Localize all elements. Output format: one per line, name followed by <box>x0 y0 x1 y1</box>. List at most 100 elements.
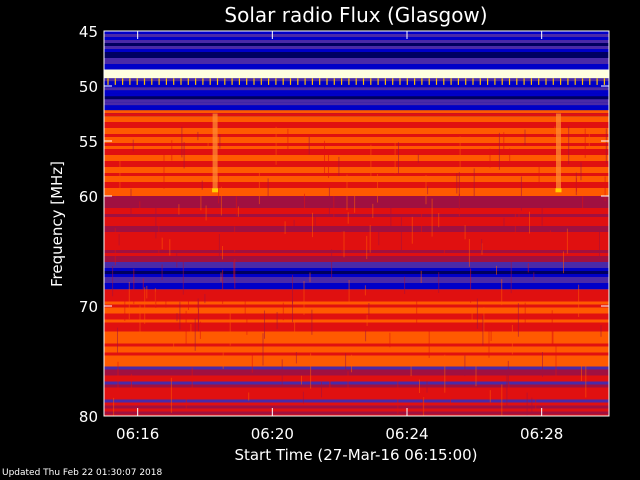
spectrogram-row <box>104 280 609 283</box>
spectrogram-row <box>104 43 609 46</box>
spectrogram-row <box>104 274 609 277</box>
spectrogram-row <box>104 128 609 131</box>
spectrogram-row <box>104 346 609 350</box>
spectrogram-row <box>104 143 609 146</box>
spectrogram-row <box>104 405 609 409</box>
spectrogram-row <box>104 384 609 388</box>
spectrogram-row <box>104 182 609 185</box>
spectrogram-row <box>104 173 609 176</box>
spectrogram-row <box>104 289 609 293</box>
spectrogram-row <box>104 208 609 211</box>
burst-column <box>556 113 561 192</box>
spectrogram-row <box>104 277 609 280</box>
spectrogram-row <box>104 58 609 61</box>
spectrogram-row <box>104 378 609 382</box>
spectrogram-row <box>104 313 609 317</box>
spectrogram-row <box>104 301 609 305</box>
spectrogram-row <box>104 72 609 76</box>
spectrogram-row <box>104 152 609 155</box>
y-tick-label: 60 <box>79 188 98 206</box>
spectrogram-row <box>104 271 609 274</box>
spectrogram-row <box>104 167 609 170</box>
spectrogram-row <box>104 259 609 262</box>
spectrogram-row <box>104 84 609 88</box>
spectrogram-row <box>104 289 609 290</box>
spectrogram-row <box>104 408 609 412</box>
spectrogram-row <box>104 387 609 391</box>
frequency-band <box>104 366 609 416</box>
spectrogram-row <box>104 399 609 403</box>
burst-column <box>212 113 218 192</box>
y-tick-label: 45 <box>79 23 98 41</box>
plot-frame <box>103 30 610 417</box>
spectrogram-row <box>104 220 609 223</box>
spectrogram-row <box>104 75 609 79</box>
spectrogram-row <box>104 256 609 259</box>
spectrogram-row <box>104 241 609 244</box>
spectrogram-row <box>104 223 609 226</box>
spectrogram-row <box>104 49 609 52</box>
spectrogram-row <box>104 328 609 332</box>
y-tick-label: 80 <box>79 408 98 426</box>
spectrogram-row <box>104 87 609 91</box>
spectrogram-row <box>104 37 609 40</box>
burst-marker <box>555 188 562 193</box>
spectrogram-row <box>104 158 609 161</box>
spectrogram-row <box>104 40 609 43</box>
frequency-band <box>104 69 609 79</box>
spectrogram-row <box>104 170 609 173</box>
y-tick-label: 70 <box>79 298 98 316</box>
spectrogram-row <box>104 247 609 250</box>
spectrogram-row <box>104 244 609 247</box>
spectrogram-row <box>104 307 609 311</box>
spectrogram-row <box>104 96 609 100</box>
spectrogram-row <box>104 262 609 265</box>
x-axis-ticks: 06:16 06:20 06:24 06:28 <box>116 31 563 443</box>
spectrogram-row <box>104 390 609 394</box>
spectrogram-row <box>104 31 609 34</box>
spectrogram-row <box>104 155 609 158</box>
spectrogram-row <box>104 396 609 400</box>
spectrogram-row <box>104 179 609 182</box>
frequency-band <box>104 110 609 119</box>
spectrogram-row <box>104 119 609 122</box>
y-tick-label: 50 <box>79 78 98 96</box>
spectrogram-row <box>104 283 609 286</box>
spectrogram-row <box>104 67 609 70</box>
spectrogram-row <box>104 199 609 202</box>
spectrogram-row <box>104 298 609 302</box>
spectrogram-row <box>104 99 609 103</box>
x-tick-label: 06:16 <box>116 425 159 443</box>
spectrogram-row <box>104 202 609 205</box>
spectrogram-row <box>104 140 609 143</box>
spectrogram-row <box>104 214 609 217</box>
spectrogram-row <box>104 366 609 370</box>
spectrogram-row <box>104 194 609 196</box>
spectrogram-row <box>104 55 609 58</box>
spectrogram-row <box>104 334 609 338</box>
spectrogram-row <box>104 122 609 125</box>
spectrogram-row <box>104 393 609 397</box>
x-tick-label: 06:24 <box>385 425 428 443</box>
spectrogram-row <box>104 46 609 49</box>
plot-area <box>103 30 610 417</box>
frequency-band <box>104 289 609 367</box>
spectrogram-row <box>104 191 609 194</box>
spectrogram-row <box>104 176 609 179</box>
spectrogram-row <box>104 372 609 376</box>
spectrogram-row <box>104 149 609 152</box>
spectrogram-row <box>104 265 609 268</box>
spectrogram-row <box>104 188 609 191</box>
spectrogram-row <box>104 196 609 199</box>
spectrogram-row <box>104 64 609 67</box>
spectrogram-row <box>104 304 609 308</box>
spectrogram-row <box>104 105 609 109</box>
y-axis-ticks: 45 50 55 60 70 80 <box>79 23 609 426</box>
spectrogram-row <box>104 414 609 416</box>
spectrogram-row <box>104 355 609 359</box>
spectrogram-row <box>104 381 609 385</box>
spectrogram-row <box>104 358 609 362</box>
spectrogram-row <box>104 52 609 55</box>
spectrogram-row <box>104 108 609 111</box>
